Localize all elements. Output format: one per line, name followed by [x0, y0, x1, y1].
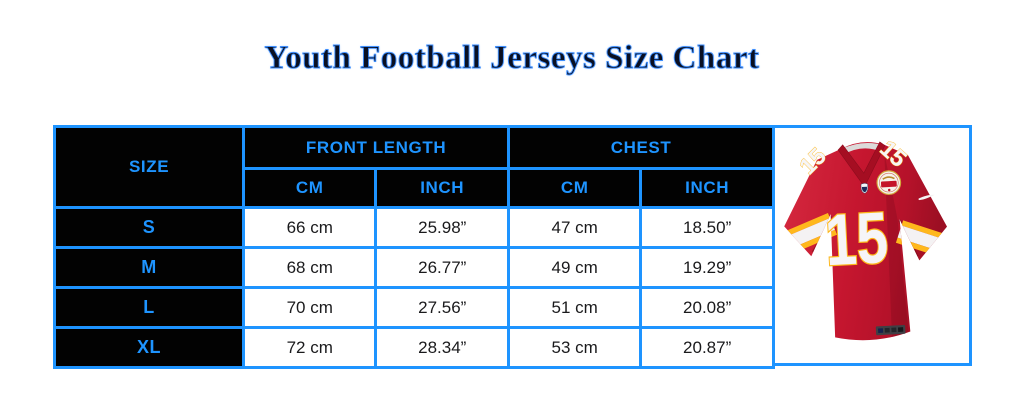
chest-cm-value: 53 cm — [507, 326, 643, 369]
front-length-cm-value: 72 cm — [242, 326, 378, 369]
front-length-cm-value: 68 cm — [242, 246, 378, 289]
chest-inch-value: 18.50” — [639, 206, 775, 249]
table-row: M 68 cm 26.77” 49 cm 19.29” — [52, 246, 775, 289]
column-group-front-length: FRONT LENGTH — [242, 125, 511, 170]
size-label: S — [52, 206, 246, 249]
chest-inch-value: 20.08” — [639, 286, 775, 329]
front-length-cm-value: 70 cm — [242, 286, 378, 329]
jock-tag — [875, 324, 906, 336]
chest-cm-value: 49 cm — [507, 246, 643, 289]
jersey-photo-panel: 15 15 15 — [772, 125, 972, 366]
size-chart-board: SIZE FRONT LENGTH CHEST CM INCH CM INCH … — [52, 125, 972, 369]
front-length-inch-value: 25.98” — [374, 206, 511, 249]
table-row: XL 72 cm 28.34” 53 cm 20.87” — [52, 326, 775, 369]
size-label: XL — [52, 326, 246, 369]
chest-cm-value: 51 cm — [507, 286, 643, 329]
chest-inch-value: 19.29” — [639, 246, 775, 289]
jersey-image: 15 15 15 — [780, 135, 953, 341]
subheader-chest-cm: CM — [507, 167, 643, 209]
table-row: L 70 cm 27.56” 51 cm 20.08” — [52, 286, 775, 329]
jersey-body: 15 15 15 — [780, 135, 953, 341]
chest-inch-value: 20.87” — [639, 326, 775, 369]
subheader-front-inch: INCH — [374, 167, 511, 209]
front-length-cm-value: 66 cm — [242, 206, 378, 249]
front-length-inch-value: 27.56” — [374, 286, 511, 329]
front-length-inch-value: 26.77” — [374, 246, 511, 289]
subheader-front-cm: CM — [242, 167, 378, 209]
front-length-inch-value: 28.34” — [374, 326, 511, 369]
column-header-size: SIZE — [52, 125, 246, 209]
table-row: S 66 cm 25.98” 47 cm 18.50” — [52, 206, 775, 249]
team-patch-icon — [876, 170, 902, 195]
subheader-chest-inch: INCH — [639, 167, 775, 209]
chest-number: 15 — [823, 197, 890, 281]
column-group-chest: CHEST — [507, 125, 775, 170]
nfl-shield-icon — [860, 183, 869, 194]
chest-cm-value: 47 cm — [507, 206, 643, 249]
swoosh-icon — [918, 194, 935, 201]
size-label: L — [52, 286, 246, 329]
size-chart-table: SIZE FRONT LENGTH CHEST CM INCH CM INCH … — [52, 125, 775, 369]
inner-collar — [839, 143, 885, 155]
page-title: Youth Football Jerseys Size Chart — [264, 40, 760, 77]
size-label: M — [52, 246, 246, 289]
